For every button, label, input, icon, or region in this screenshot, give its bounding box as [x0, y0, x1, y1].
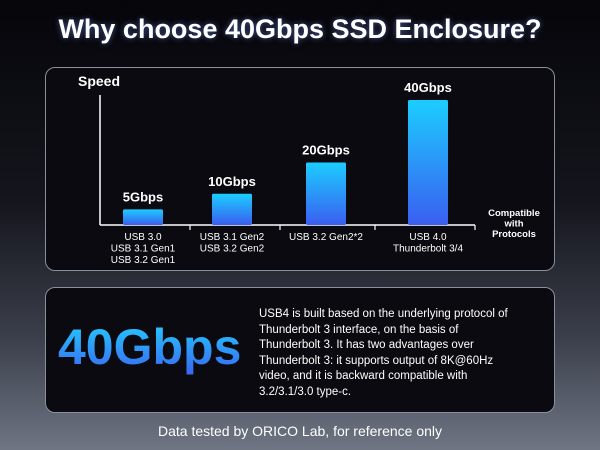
x-tick-label: USB 4.0 Thunderbolt 3/4 — [393, 232, 463, 255]
y-axis-label: Speed — [78, 73, 120, 89]
description-line: Thunderbolt 3: it supports output of 8K@… — [259, 354, 494, 367]
chart-panel — [45, 67, 555, 271]
description-line: video, and it is backward compatible wit… — [259, 370, 468, 382]
description: USB4 is built based on the underlying pr… — [259, 307, 508, 400]
description-line: 3.2/3.1/3.0 type-c. — [259, 385, 352, 398]
value-label: 5Gbps — [123, 189, 163, 204]
footer-note: Data tested by ORICO Lab, for reference … — [157, 423, 443, 439]
page-title: Why choose 40Gbps SSD Enclosure? — [58, 14, 542, 44]
value-label: 10Gbps — [208, 174, 256, 189]
bar — [408, 100, 448, 225]
value-label: 20Gbps — [302, 143, 350, 158]
description-line: USB4 is built based on the underlying pr… — [259, 308, 508, 320]
x-axis-label: Compatible with Protocols — [488, 208, 540, 240]
x-tick-label: USB 3.2 Gen2*2 — [289, 232, 363, 243]
value-label: 40Gbps — [404, 80, 452, 95]
description-line: Thunderbolt 3 interface, on the basis of — [259, 323, 459, 336]
bar — [306, 162, 346, 225]
x-tick-label: USB 3.1 Gen2 USB 3.2 Gen2 — [200, 232, 265, 255]
x-tick-label: USB 3.0 USB 3.1 Gen1 USB 3.2 Gen1 — [111, 232, 176, 266]
highlight: 40Gbps — [58, 319, 242, 375]
bar — [212, 193, 252, 225]
description-line: Thunderbolt 3. It has two advantages ove… — [259, 339, 474, 351]
info-panel: 40Gbps USB4 is built based on the underl… — [45, 287, 555, 413]
bar — [123, 209, 163, 225]
